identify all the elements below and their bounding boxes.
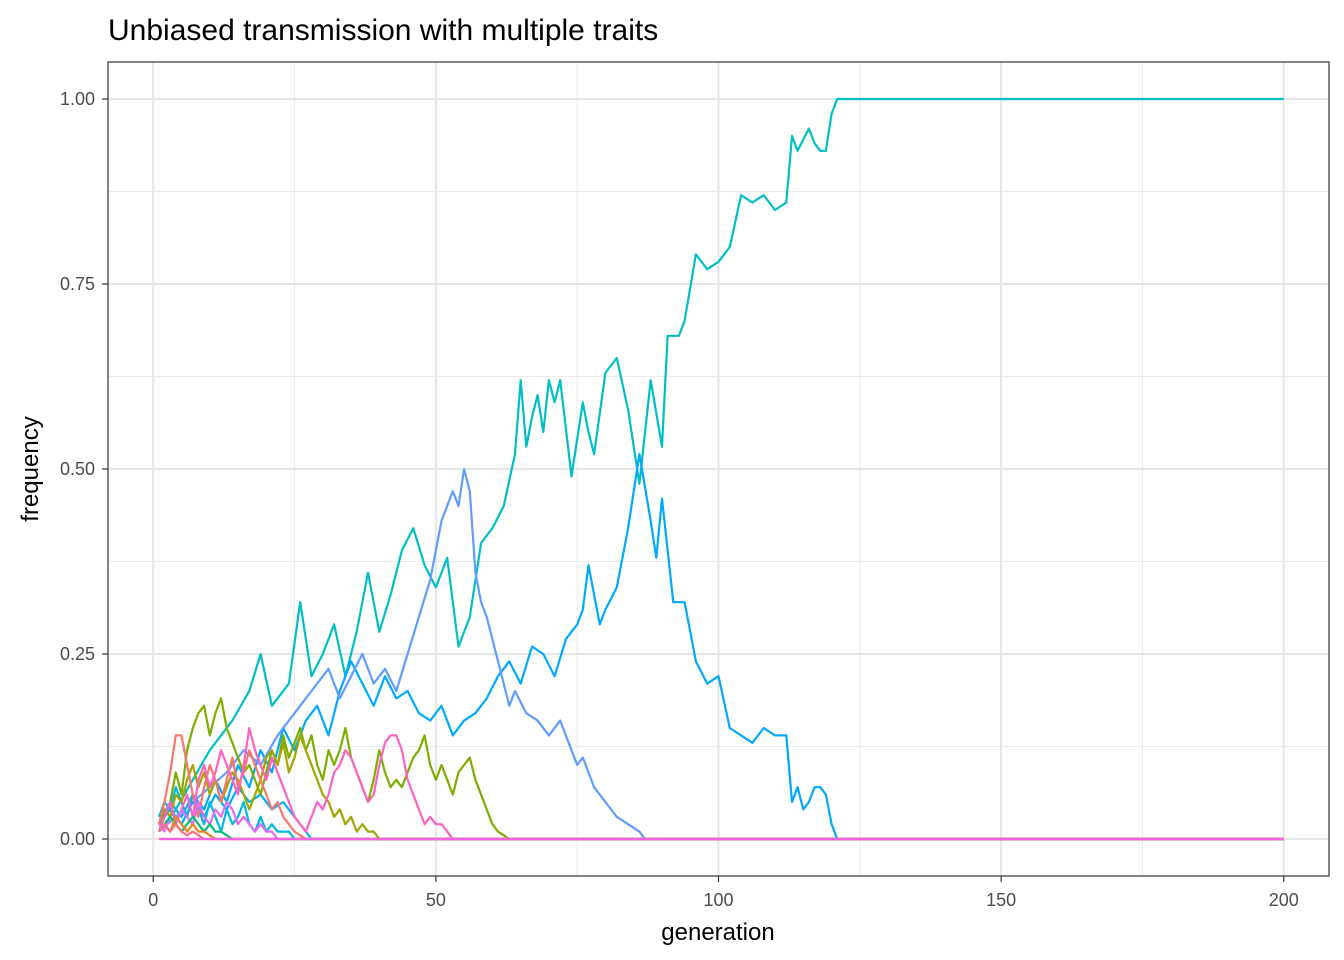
x-tick-label: 0 (148, 890, 158, 910)
x-tick-label: 50 (426, 890, 446, 910)
y-tick-label: 0.75 (60, 274, 95, 294)
series-line-3 (158, 467, 1284, 841)
x-tick-label: 200 (1269, 890, 1299, 910)
series-line-8 (157, 734, 1284, 841)
y-tick-label: 0.25 (60, 644, 95, 664)
series-line-6 (157, 697, 1284, 841)
series-line-2 (157, 453, 1284, 841)
x-tick-label: 150 (986, 890, 1016, 910)
series-layer (157, 97, 1284, 841)
x-axis-title: generation (661, 919, 774, 946)
series-line-7 (157, 734, 1284, 841)
series-line-1 (158, 97, 1284, 833)
y-axis: 0.00 0.25 0.50 0.75 1.00 (60, 89, 108, 849)
series-line-11 (158, 815, 1284, 841)
y-tick-label: 0.50 (60, 459, 95, 479)
y-tick-label: 0.00 (60, 829, 95, 849)
x-axis: 0 50 100 150 200 (148, 876, 1299, 910)
y-axis-title: frequency (17, 416, 44, 521)
series-line-10 (158, 800, 1284, 841)
chart-title: Unbiased transmission with multiple trai… (108, 14, 658, 47)
series-line-9 (157, 726, 1284, 841)
x-tick-label: 100 (703, 890, 733, 910)
y-tick-label: 1.00 (60, 89, 95, 109)
